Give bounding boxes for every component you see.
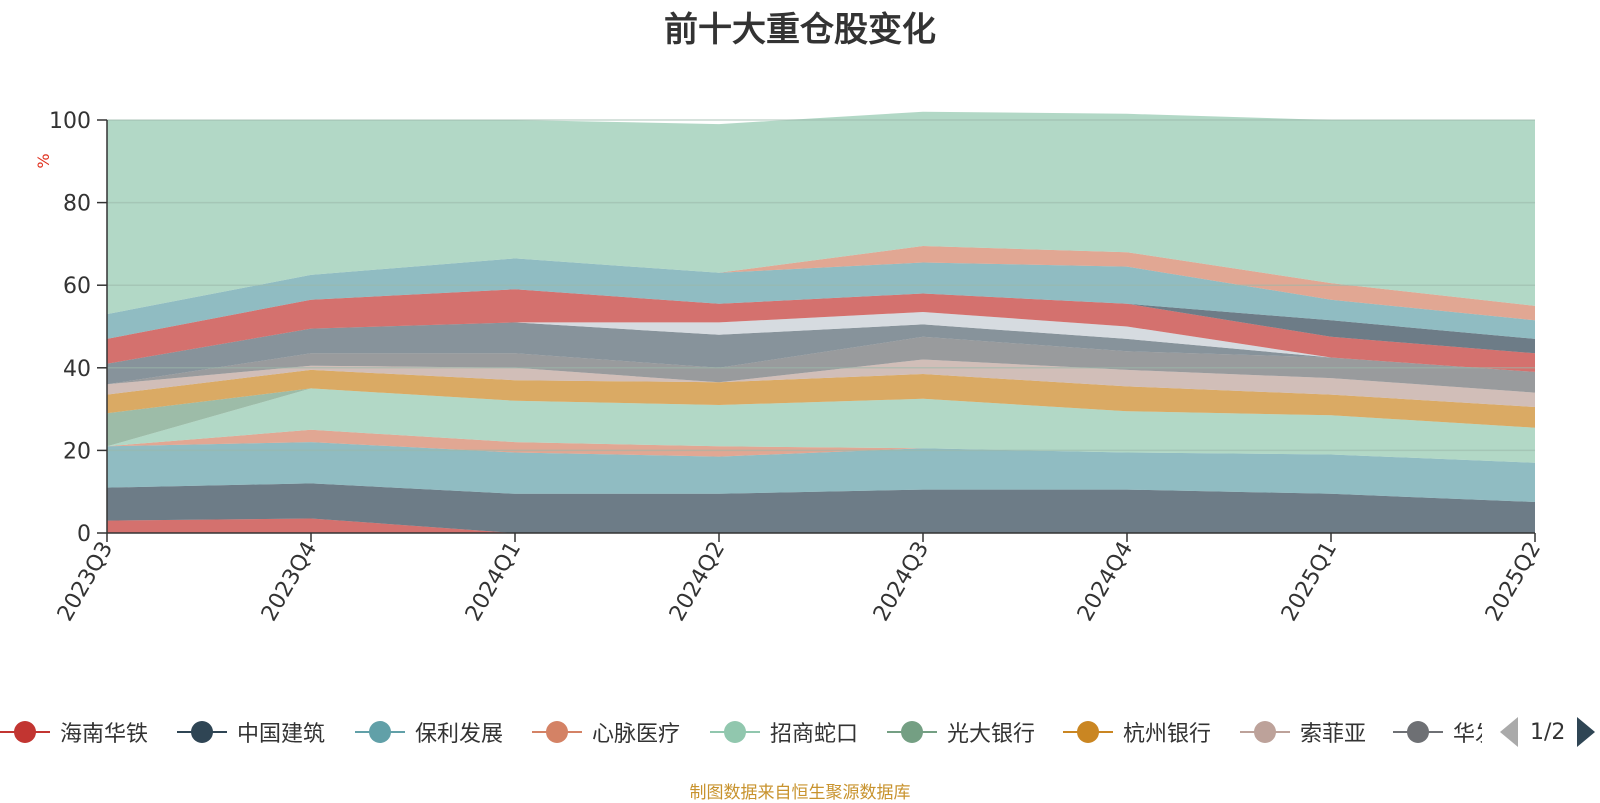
footer-source-note: 制图数据来自恒生聚源数据库 — [689, 783, 911, 803]
x-tick-label-7: 2025Q2 — [1481, 538, 1546, 626]
x-tick-label-2: 2024Q1 — [461, 538, 526, 626]
y-tick-label-1: 20 — [63, 439, 91, 464]
areas-layer — [107, 111, 1535, 533]
area-series-2 — [107, 442, 1535, 502]
legend-item[interactable]: 中国建筑 — [177, 712, 325, 752]
stacked-area-chart: 0 20 40 60 80 100% 2023Q3 2023Q4 2024Q1 2024Q2 202… — [34, 109, 1546, 626]
legend-label: 华发股份 — [1453, 722, 1482, 747]
legend-marker-icon — [177, 720, 227, 744]
legend-label: 海南华铁 — [60, 722, 149, 747]
legend-marker-icon — [710, 720, 760, 744]
legend-label: 招商蛇口 — [770, 722, 859, 747]
area-series-11 — [107, 289, 1535, 372]
chart-title: 前十大重仓股变化 — [664, 10, 936, 50]
legend-marker-icon — [355, 720, 405, 744]
area-series-13 — [107, 258, 1535, 339]
y-tick-label-2: 40 — [63, 357, 91, 382]
legend-item[interactable]: 杭州银行 — [1063, 712, 1211, 752]
legend-marker-icon — [1063, 720, 1113, 744]
legend-marker-icon — [1393, 720, 1443, 744]
area-series-15 — [107, 111, 1535, 315]
legend-marker-icon — [532, 720, 582, 744]
x-tick-label-3: 2024Q2 — [665, 538, 730, 626]
area-series-4 — [107, 388, 1535, 463]
legend-label: 杭州银行 — [1123, 722, 1212, 747]
pager-next-icon[interactable] — [1577, 717, 1596, 747]
x-tick-label-4: 2024Q3 — [869, 538, 934, 626]
area-series-6 — [107, 369, 1535, 428]
pager-prev-icon[interactable] — [1500, 717, 1518, 747]
y-axis-unit: % — [34, 153, 53, 168]
legend-item[interactable]: 华发股份 — [1393, 712, 1482, 752]
legend-label: 保利发展 — [415, 722, 504, 747]
legend-item[interactable]: 海南华铁 — [0, 712, 148, 752]
area-series-12 — [107, 289, 1535, 354]
y-tick-label-5: 100 — [49, 109, 91, 134]
x-tick-label-5: 2024Q4 — [1073, 538, 1138, 626]
legend-marker-icon — [887, 720, 937, 744]
legend-item[interactable]: 保利发展 — [355, 712, 503, 752]
area-series-7 — [107, 359, 1535, 407]
legend-items: 海南华铁 中国建筑 保利发展 心脉医疗 招商蛇口 光大银行 杭州银行 索菲亚 华发股份 — [0, 712, 1482, 752]
y-tick-label-4: 80 — [63, 192, 91, 217]
area-series-9 — [107, 322, 1535, 385]
area-series-10 — [107, 312, 1535, 372]
legend-marker-icon — [1240, 720, 1290, 744]
legend-item[interactable]: 心脉医疗 — [532, 712, 680, 752]
legend-item[interactable]: 索菲亚 — [1240, 712, 1366, 752]
pager-text: 1/2 — [1530, 719, 1566, 745]
x-tick-label-0: 2023Q3 — [53, 538, 118, 626]
legend-marker-icon — [0, 720, 50, 744]
x-tick-label-1: 2023Q4 — [257, 538, 322, 626]
legend-label: 中国建筑 — [237, 722, 326, 747]
legend-label: 光大银行 — [947, 722, 1036, 747]
legend-pager: 1/2 — [1500, 716, 1596, 748]
y-tick-label-3: 60 — [63, 274, 91, 299]
y-tick-label-0: 0 — [77, 522, 91, 547]
grid-layer — [107, 119, 1535, 452]
legend-item[interactable]: 招商蛇口 — [710, 712, 858, 752]
legend-item[interactable]: 光大银行 — [887, 712, 1035, 752]
legend: 海南华铁 中国建筑 保利发展 心脉医疗 招商蛇口 光大银行 杭州银行 索菲亚 华发股份 1/2 — [0, 712, 1600, 752]
area-series-14 — [107, 246, 1535, 321]
x-tick-label-6: 2025Q1 — [1277, 538, 1342, 626]
area-series-8 — [107, 336, 1535, 393]
area-series-1 — [107, 483, 1535, 533]
legend-label: 索菲亚 — [1300, 722, 1367, 747]
legend-label: 心脉医疗 — [592, 722, 681, 747]
